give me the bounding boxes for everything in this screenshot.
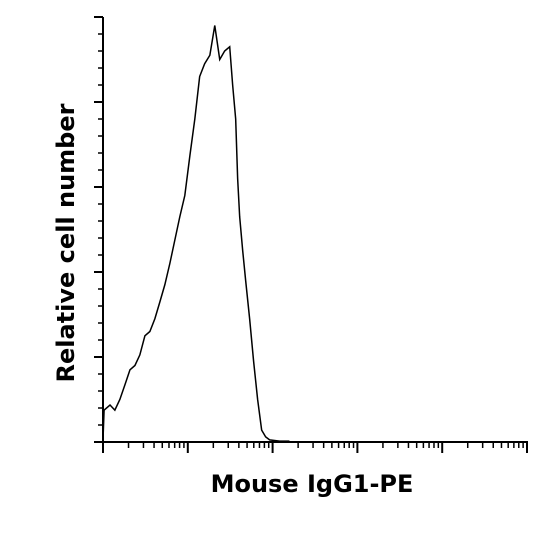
y-axis-label: Relative cell number — [52, 103, 80, 382]
x-axis-label: Mouse IgG1-PE — [211, 470, 414, 498]
histogram-line — [102, 25, 290, 442]
